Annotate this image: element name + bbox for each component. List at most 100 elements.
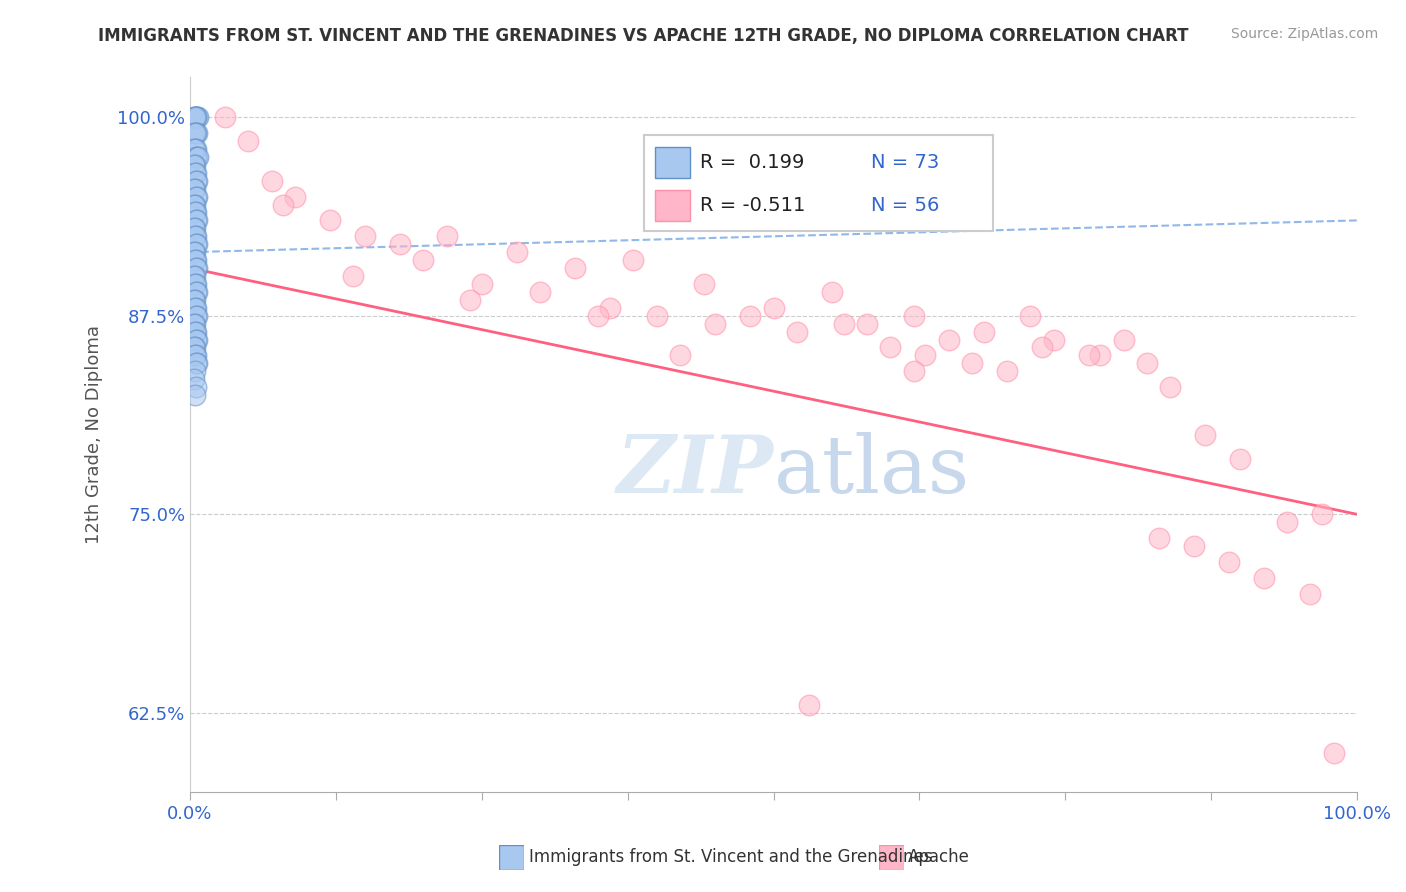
Point	[284, 189, 307, 203]
Point	[183, 341, 205, 355]
Point	[1042, 333, 1064, 347]
Point	[186, 237, 208, 252]
Point	[960, 356, 983, 370]
Point	[186, 189, 208, 203]
Text: ZIP: ZIP	[617, 432, 773, 509]
Point	[183, 245, 205, 260]
Point	[903, 309, 925, 323]
Point	[184, 277, 207, 291]
Point	[471, 277, 494, 291]
Point	[821, 285, 844, 299]
Point	[342, 268, 364, 283]
Point	[1229, 451, 1251, 466]
Point	[1299, 587, 1322, 601]
Point	[186, 356, 208, 370]
Point	[183, 158, 205, 172]
Point	[183, 364, 205, 378]
Point	[184, 285, 207, 299]
Point	[186, 309, 208, 323]
Point	[183, 126, 205, 140]
Y-axis label: 12th Grade, No Diploma: 12th Grade, No Diploma	[86, 326, 103, 544]
Point	[599, 301, 621, 315]
Point	[183, 197, 205, 211]
Point	[436, 229, 458, 244]
Point	[938, 333, 960, 347]
Point	[903, 364, 925, 378]
Point	[879, 341, 901, 355]
Point	[238, 134, 260, 148]
Point	[183, 293, 205, 307]
Point	[1310, 508, 1333, 522]
Point	[183, 253, 205, 268]
Point	[529, 285, 551, 299]
Point	[1275, 515, 1298, 529]
Point	[740, 309, 762, 323]
Point	[184, 325, 207, 339]
Point	[1147, 531, 1170, 545]
Point	[183, 388, 205, 402]
Point	[389, 237, 412, 252]
Point	[184, 301, 207, 315]
Point	[183, 372, 205, 386]
Point	[995, 364, 1018, 378]
Point	[183, 268, 205, 283]
Point	[1323, 746, 1346, 760]
Point	[184, 261, 207, 276]
Point	[184, 333, 207, 347]
Text: Apache: Apache	[908, 848, 970, 866]
Point	[187, 110, 209, 124]
Text: R = -0.511: R = -0.511	[700, 196, 806, 215]
Point	[183, 158, 205, 172]
Point	[1136, 356, 1159, 370]
Point	[184, 166, 207, 180]
Point	[183, 341, 205, 355]
Point	[564, 261, 586, 276]
Point	[184, 205, 207, 219]
Bar	[655, 147, 689, 178]
Point	[183, 181, 205, 195]
Point	[183, 181, 205, 195]
Point	[623, 253, 645, 268]
Point	[184, 356, 207, 370]
Point	[186, 126, 208, 140]
Text: N = 56: N = 56	[870, 196, 939, 215]
Point	[183, 110, 205, 124]
Point	[762, 301, 785, 315]
Point	[183, 205, 205, 219]
Point	[184, 213, 207, 227]
Point	[184, 229, 207, 244]
Point	[354, 229, 377, 244]
Point	[184, 110, 207, 124]
Point	[797, 698, 820, 712]
Point	[1090, 348, 1112, 362]
Point	[186, 285, 208, 299]
Point	[1112, 333, 1135, 347]
Point	[184, 110, 207, 124]
Point	[183, 245, 205, 260]
Point	[186, 333, 208, 347]
Text: IMMIGRANTS FROM ST. VINCENT AND THE GRENADINES VS APACHE 12TH GRADE, NO DIPLOMA : IMMIGRANTS FROM ST. VINCENT AND THE GREN…	[98, 27, 1189, 45]
Point	[183, 221, 205, 235]
Text: Immigrants from St. Vincent and the Grenadines: Immigrants from St. Vincent and the Gren…	[529, 848, 932, 866]
Text: Source: ZipAtlas.com: Source: ZipAtlas.com	[1230, 27, 1378, 41]
Point	[183, 197, 205, 211]
Point	[973, 325, 995, 339]
Point	[1031, 341, 1053, 355]
Point	[184, 189, 207, 203]
Point	[184, 348, 207, 362]
Point	[1218, 555, 1240, 569]
Point	[1194, 428, 1216, 442]
Point	[184, 142, 207, 156]
Point	[183, 325, 205, 339]
Point	[184, 126, 207, 140]
Point	[1182, 539, 1205, 553]
Point	[1077, 348, 1099, 362]
Point	[856, 317, 879, 331]
Point	[183, 268, 205, 283]
Point	[319, 213, 342, 227]
Point	[183, 317, 205, 331]
Point	[186, 174, 208, 188]
Point	[645, 309, 668, 323]
Point	[506, 245, 529, 260]
Text: atlas: atlas	[773, 432, 969, 509]
